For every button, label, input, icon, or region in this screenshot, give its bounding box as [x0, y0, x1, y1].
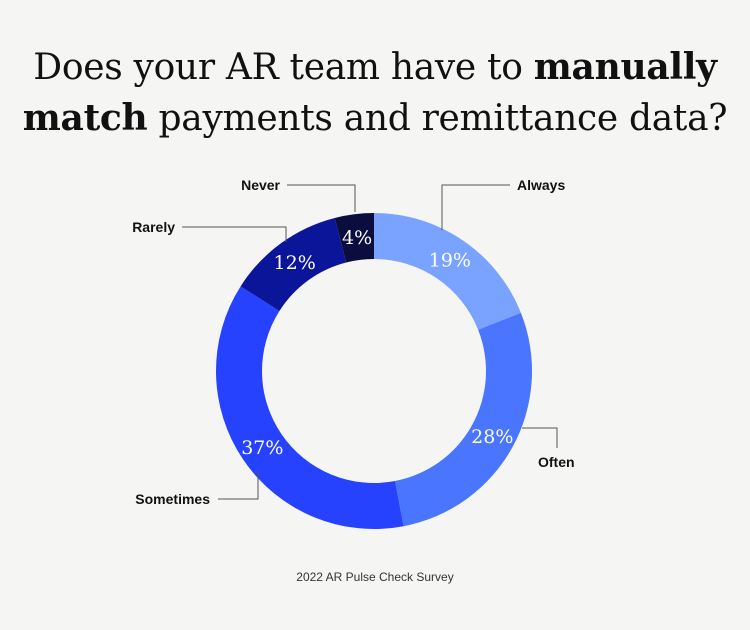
value-label-often: 28% [471, 426, 513, 448]
leader-line-never [287, 184, 356, 212]
chart-title-line-1: Does your AR team have to manually [0, 42, 750, 93]
category-label-never: Never [241, 177, 280, 193]
value-label-rarely: 12% [274, 252, 316, 274]
slice-often [394, 312, 532, 527]
category-label-sometimes: Sometimes [135, 491, 210, 507]
title-line2-bold: match [22, 97, 148, 139]
title-line2-suffix: payments and remittance data? [147, 98, 728, 139]
title-line1-bold: manually [533, 46, 717, 88]
title-line1-prefix: Does your AR team have to [33, 47, 534, 88]
value-label-never: 4% [342, 227, 372, 249]
chart-title: Does your AR team have to manually match… [0, 42, 750, 144]
leader-line-sometimes [218, 470, 259, 500]
category-label-always: Always [517, 177, 565, 193]
slice-sometimes [215, 286, 404, 530]
slice-never [334, 213, 374, 263]
leader-line-often [522, 427, 558, 448]
chart-title-line-2: match payments and remittance data? [0, 93, 750, 144]
category-label-often: Often [538, 454, 575, 470]
slice-always [374, 213, 521, 330]
leader-line-always [441, 184, 510, 230]
category-label-rarely: Rarely [132, 219, 175, 235]
slice-rarely [240, 217, 347, 311]
value-label-always: 19% [429, 249, 471, 271]
source-footnote: 2022 AR Pulse Check Survey [296, 570, 454, 584]
leader-line-rarely [182, 226, 287, 242]
value-label-sometimes: 37% [241, 437, 283, 459]
